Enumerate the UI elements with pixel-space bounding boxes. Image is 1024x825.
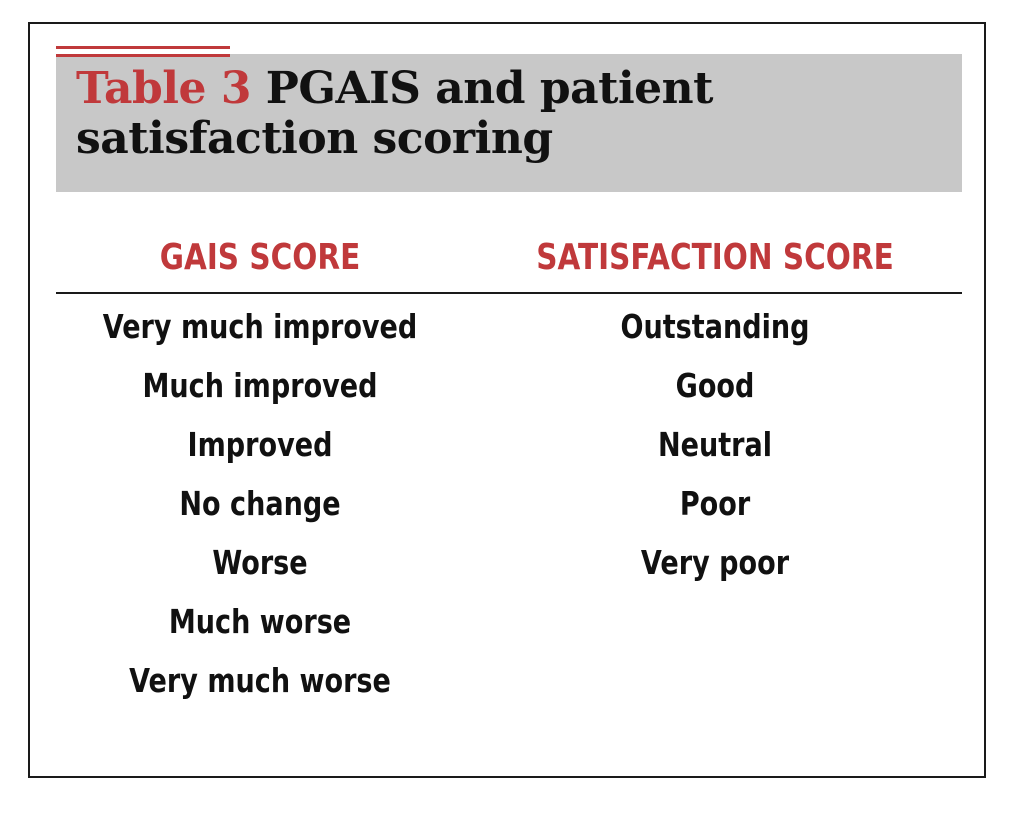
title-band: [56, 54, 962, 192]
gais-score-item: Improved: [187, 425, 333, 464]
table-title-text: PGAIS and patient satisfaction scoring: [76, 63, 713, 164]
table-frame: Table 3 PGAIS and patient satisfaction s…: [28, 22, 986, 778]
gais-score-item: Much improved: [142, 366, 378, 405]
gais-score-header: GAIS SCORE: [159, 237, 361, 278]
header-rule: [56, 292, 962, 294]
satisfaction-score-list: Outstanding Good Neutral Poor Very poor: [470, 304, 960, 599]
satisfaction-score-item: Poor: [679, 484, 751, 523]
gais-score-item: Very much worse: [129, 661, 391, 700]
gais-score-item: Much worse: [168, 602, 352, 641]
gais-score-item: Very much improved: [102, 307, 418, 346]
gais-score-item: Worse: [212, 543, 308, 582]
accent-line-bottom: [56, 54, 230, 57]
satisfaction-score-item: Very poor: [640, 543, 790, 582]
gais-score-list: Very much improved Much improved Improve…: [30, 304, 490, 717]
gais-score-item: No change: [179, 484, 341, 523]
table-label: Table 3: [76, 63, 251, 114]
satisfaction-score-header: SATISFACTION SCORE: [536, 237, 894, 278]
satisfaction-score-item: Good: [675, 366, 755, 405]
satisfaction-score-item: Neutral: [657, 425, 773, 464]
table-title: Table 3 PGAIS and patient satisfaction s…: [76, 64, 936, 164]
accent-line-top: [56, 46, 230, 49]
satisfaction-score-item: Outstanding: [620, 307, 810, 346]
